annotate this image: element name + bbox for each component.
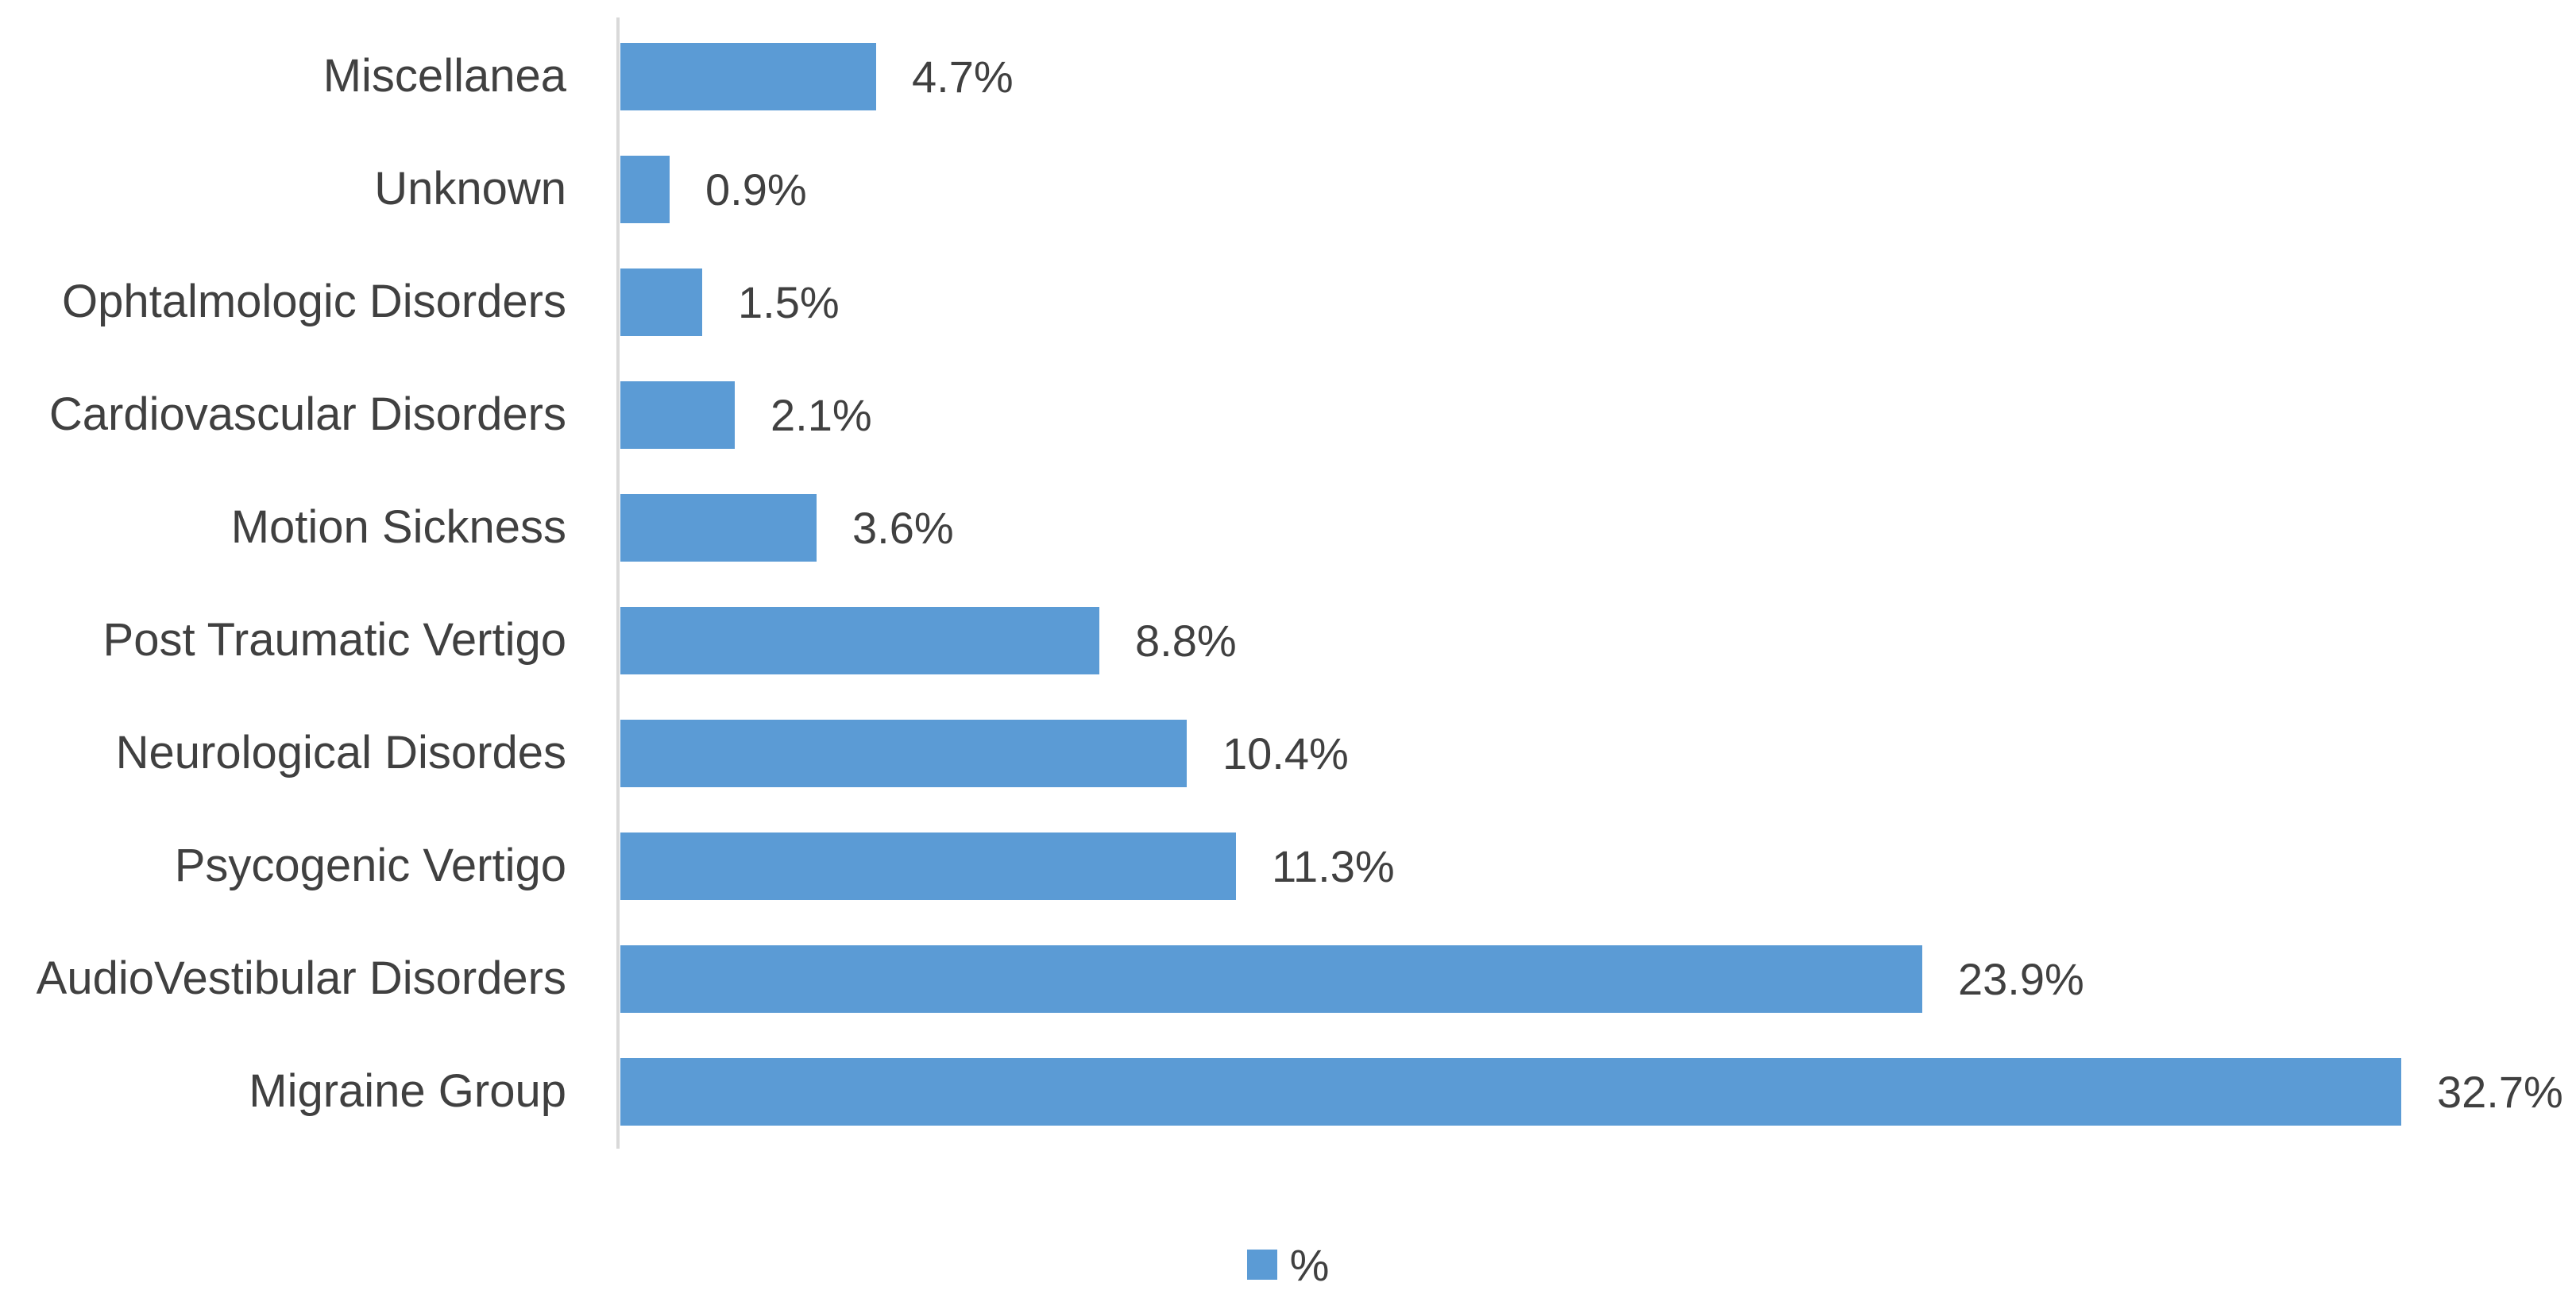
bar xyxy=(620,719,1187,787)
bar xyxy=(620,493,817,562)
bar xyxy=(620,155,670,223)
bar-row: Ophtalmologic Disorders 1.5% xyxy=(0,245,2576,358)
bar-row: Cardiovascular Disorders 2.1% xyxy=(0,358,2576,471)
category-label: Ophtalmologic Disorders xyxy=(61,276,566,328)
bar-row: Post Traumatic Vertigo 8.8% xyxy=(0,584,2576,697)
bar-rows: Miscellanea 4.7% Unknown 0.9% Ophtalmolo… xyxy=(0,20,2576,1148)
value-label: 2.1% xyxy=(770,389,872,440)
category-label: Post Traumatic Vertigo xyxy=(102,614,566,666)
category-label: Motion Sickness xyxy=(230,501,566,554)
bar-row: Unknown 0.9% xyxy=(0,133,2576,245)
value-label: 0.9% xyxy=(705,164,807,214)
value-label: 23.9% xyxy=(1958,953,2084,1004)
category-label: Cardiovascular Disorders xyxy=(48,388,566,441)
bar xyxy=(620,42,876,110)
bar xyxy=(620,832,1236,900)
category-label: Migraine Group xyxy=(249,1065,566,1118)
value-label: 8.8% xyxy=(1135,615,1237,666)
bar-row: Neurological Disordes 10.4% xyxy=(0,697,2576,809)
value-label: 32.7% xyxy=(2437,1066,2563,1117)
bar-row: Miscellanea 4.7% xyxy=(0,20,2576,133)
bar xyxy=(620,268,702,336)
value-label: 4.7% xyxy=(912,51,1014,102)
value-label: 1.5% xyxy=(738,276,840,327)
bar-row: Motion Sickness 3.6% xyxy=(0,471,2576,584)
bar xyxy=(620,1057,2401,1126)
bar-row: Psycogenic Vertigo 11.3% xyxy=(0,809,2576,922)
bar-row: AudioVestibular Disorders 23.9% xyxy=(0,922,2576,1035)
bar-row: Migraine Group 32.7% xyxy=(0,1035,2576,1148)
category-label: Unknown xyxy=(374,163,566,215)
bar xyxy=(620,945,1922,1013)
category-label: AudioVestibular Disorders xyxy=(36,952,566,1005)
category-label: Neurological Disordes xyxy=(115,727,566,779)
category-label: Miscellanea xyxy=(322,50,566,102)
legend-label: % xyxy=(1289,1239,1330,1290)
bar xyxy=(620,381,735,449)
value-label: 3.6% xyxy=(852,502,954,553)
legend-swatch-icon xyxy=(1246,1250,1277,1280)
bar xyxy=(620,606,1099,674)
value-label: 11.3% xyxy=(1272,840,1395,891)
legend: % xyxy=(0,1236,2576,1293)
category-label: Psycogenic Vertigo xyxy=(174,840,566,892)
value-label: 10.4% xyxy=(1222,728,1349,778)
category-axis-line xyxy=(616,17,620,1149)
